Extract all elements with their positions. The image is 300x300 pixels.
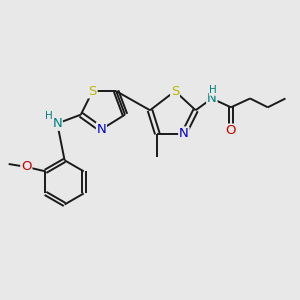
Text: N: N <box>52 117 62 130</box>
Text: N: N <box>52 117 62 130</box>
Text: N: N <box>207 92 217 105</box>
Text: H: H <box>209 85 217 95</box>
Text: H: H <box>44 111 52 121</box>
Text: S: S <box>88 85 97 98</box>
Text: S: S <box>88 85 97 98</box>
Text: O: O <box>226 124 236 137</box>
Text: H: H <box>44 111 52 121</box>
Text: O: O <box>226 124 236 137</box>
Text: N: N <box>97 123 106 136</box>
Text: H: H <box>209 85 217 95</box>
Text: N: N <box>207 92 217 105</box>
Text: S: S <box>171 85 179 98</box>
Text: O: O <box>21 160 32 173</box>
Text: S: S <box>171 85 179 98</box>
Text: O: O <box>21 160 32 173</box>
Text: N: N <box>179 127 189 140</box>
Text: N: N <box>97 123 106 136</box>
Text: N: N <box>179 127 189 140</box>
